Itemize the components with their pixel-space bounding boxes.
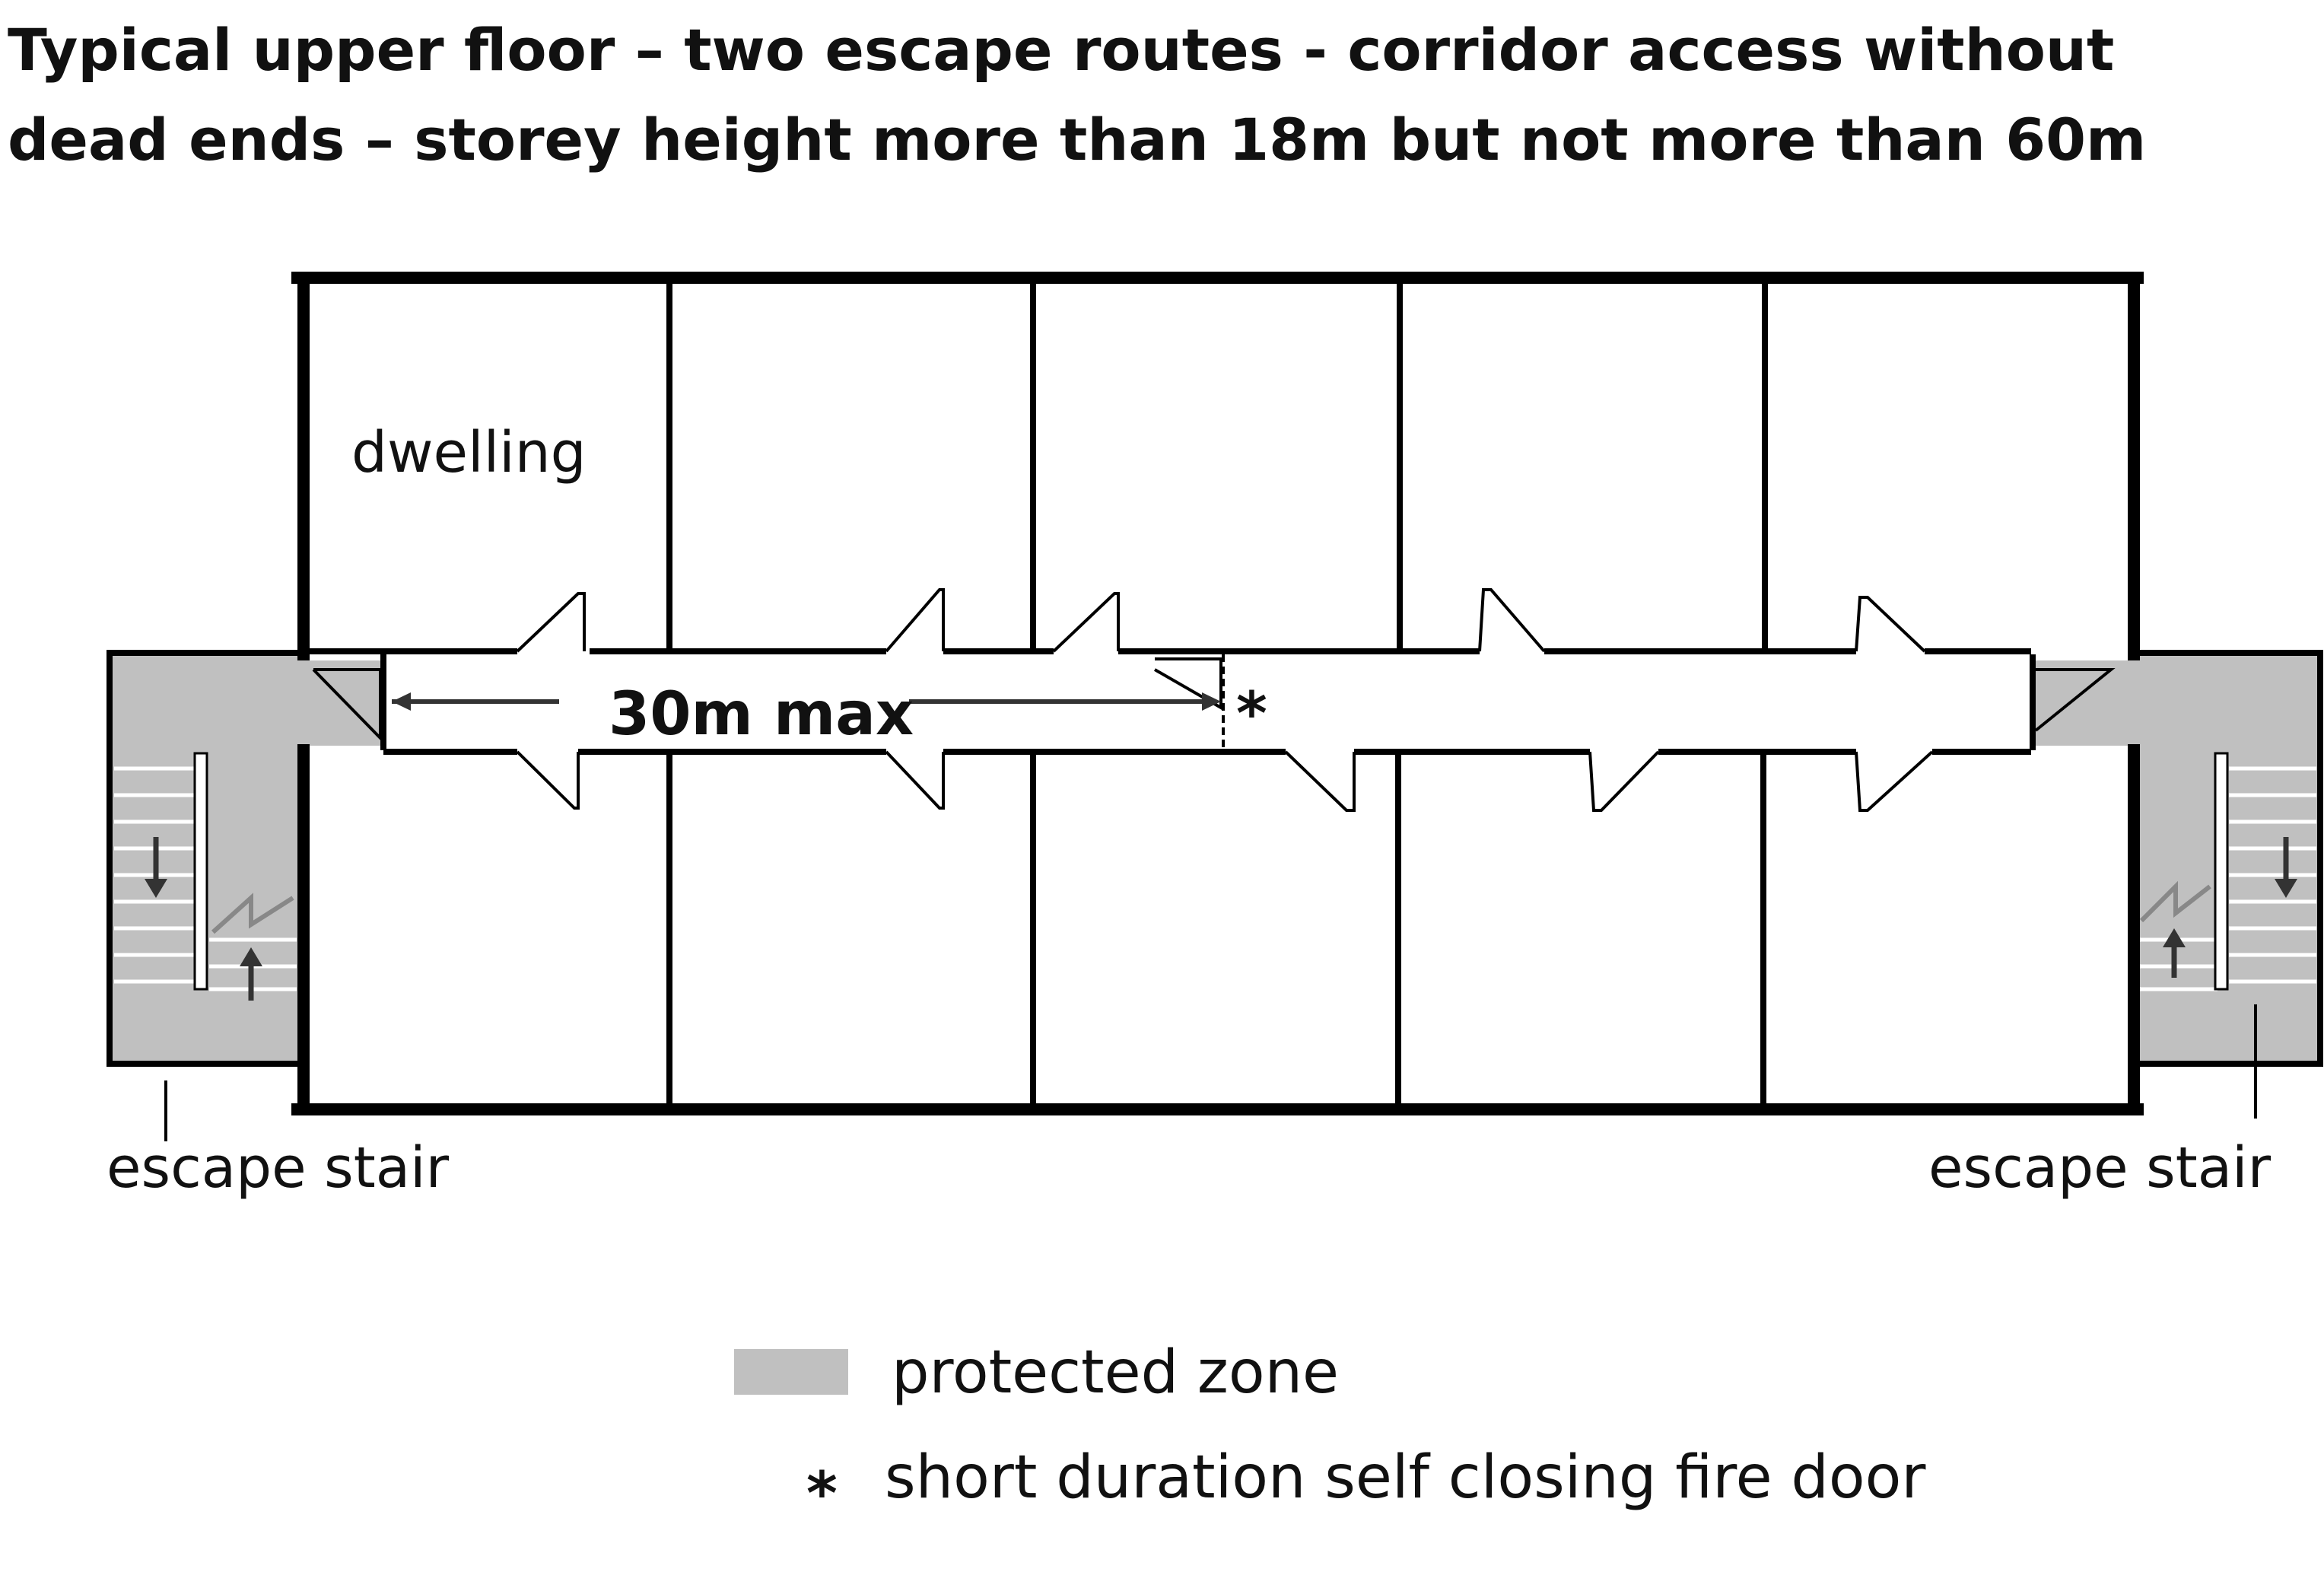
legend-fire-door-symbol: * [806, 1460, 838, 1529]
legend-protected-swatch [734, 1349, 848, 1395]
fire-door-marker: * [1236, 680, 1267, 749]
up-arrow-icon [2163, 928, 2186, 978]
legend-fire-door: short duration self closing fire door [885, 1443, 1926, 1512]
dwelling-label: dwelling [351, 420, 587, 485]
fire-door-left [312, 654, 386, 750]
escape-stair-label-left: escape stair [107, 1135, 450, 1201]
building-outline [291, 272, 2144, 1115]
dwelling-doors [516, 588, 1934, 812]
title-line-2: dead ends – storey height more than 18m … [8, 106, 2146, 173]
legend-protected-zone: protected zone [892, 1338, 1339, 1407]
protected-zone-right [2031, 653, 2320, 1064]
legend: protected zone * short duration self clo… [734, 1338, 1926, 1529]
stair-flight-right [2138, 752, 2316, 991]
stair-enclosure-right [2134, 650, 2323, 1067]
stair-enclosure-left [107, 650, 304, 1067]
title-line-1: Typical upper floor – two escape routes … [8, 16, 2114, 84]
travel-distance-label: 30m max [609, 680, 914, 749]
dwelling-partitions [666, 278, 1768, 1109]
short-duration-fire-door [1154, 654, 1225, 750]
travel-distance-dimension: 30m max [392, 680, 1221, 749]
escape-stair-label-right: escape stair [1928, 1135, 2272, 1201]
fire-door-right [2030, 654, 2116, 750]
down-arrow-icon [2275, 837, 2297, 898]
corridor-walls [304, 648, 2031, 755]
up-arrow-icon [240, 947, 262, 1001]
down-arrow-icon [145, 837, 167, 898]
